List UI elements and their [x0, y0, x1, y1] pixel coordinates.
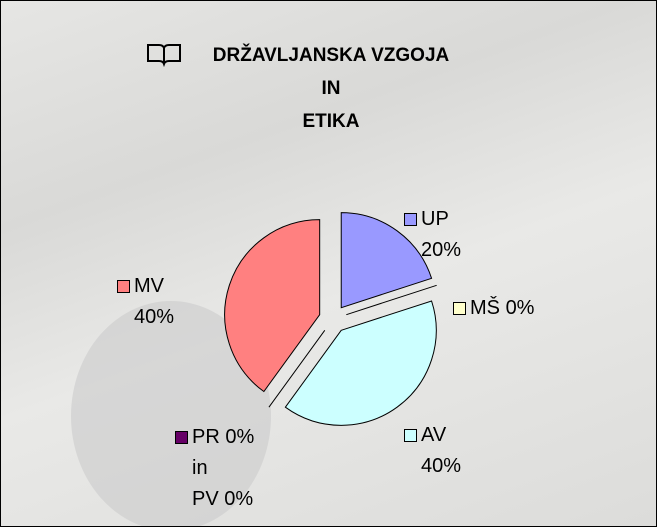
pie-slice — [340, 212, 433, 309]
pie-slice — [284, 300, 437, 426]
data-label: MV 40% — [117, 271, 204, 333]
category-label: UP — [421, 208, 449, 230]
value-label: 20% — [421, 239, 462, 261]
category-label: PR 0% in PV — [192, 426, 255, 510]
legend-key — [117, 280, 130, 293]
category-label: MŠ — [470, 297, 500, 319]
data-label: MŠ 0% — [453, 293, 610, 324]
data-label: PR 0% in PV 0% — [175, 422, 282, 515]
legend-key — [404, 213, 417, 226]
value-label: 0% — [505, 297, 535, 319]
legend-key — [404, 429, 417, 442]
category-label: AV — [421, 424, 447, 446]
value-label: 40% — [134, 306, 175, 328]
pie-slice — [346, 284, 437, 316]
legend-key — [175, 431, 188, 444]
pie-slice — [224, 219, 321, 393]
book-icon — [147, 44, 181, 68]
category-label: MV — [134, 275, 164, 297]
data-label: AV 40% — [404, 420, 491, 482]
legend-key — [453, 302, 466, 315]
value-label: 40% — [421, 455, 462, 477]
chart-title: DRŽAVLJANSKA VZGOJA IN ETIKA — [212, 45, 450, 132]
data-label: UP 20% — [404, 204, 491, 266]
value-label: 0% — [224, 488, 254, 510]
